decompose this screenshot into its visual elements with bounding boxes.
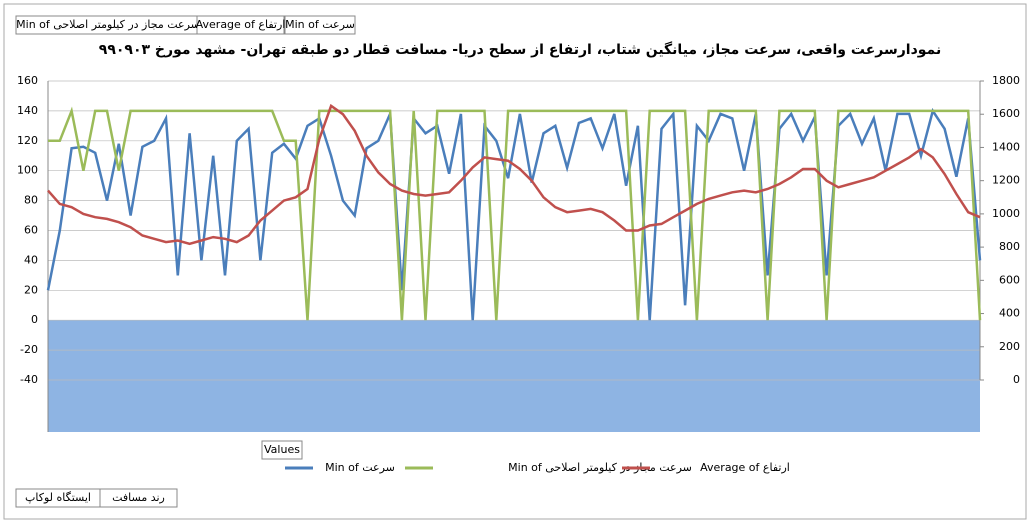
y-tick-label: 80 (24, 194, 38, 207)
y-tick-label: -20 (20, 343, 38, 356)
y-tick-label: 120 (17, 134, 38, 147)
y-tick-label: 40 (24, 253, 38, 266)
frame (3, 3, 1027, 520)
axis-button[interactable] (15, 488, 101, 508)
y2-tick-label: 1400 (992, 140, 1020, 153)
filter-button[interactable] (284, 15, 356, 35)
filter-button-label[interactable]: Min of سرعت مجاز در کیلومتر اصلاحی (16, 18, 200, 31)
series-line (48, 106, 982, 321)
y2-tick-label: 600 (999, 273, 1020, 286)
y-tick-label: 0 (31, 313, 38, 326)
y-tick-label: 160 (17, 74, 38, 87)
filter-button-label[interactable]: Average of ارتفاع (196, 18, 286, 31)
chart-title: نمودارسرعت واقعی، سرعت مجاز، میانگین شتا… (99, 41, 941, 58)
axis-button-label[interactable]: رند مسافت (112, 491, 165, 504)
axis-button-label[interactable]: ایستگاه لوکاپ (25, 491, 91, 504)
y-tick-label: 60 (24, 224, 38, 237)
y-tick-label: 20 (24, 283, 38, 296)
filter-button[interactable] (196, 15, 285, 35)
y-tick-label: 140 (17, 104, 38, 117)
y2-tick-label: 800 (999, 240, 1020, 253)
y-tick-label: 100 (17, 164, 38, 177)
y2-tick-label: 1000 (992, 207, 1020, 220)
series-line (47, 103, 981, 246)
filter-button-label[interactable]: Min of سرعت (285, 18, 355, 31)
category-area (48, 320, 980, 432)
legend-label: Min of سرعت (325, 461, 395, 474)
y2-tick-label: 1600 (992, 107, 1020, 120)
values-button-label[interactable]: Values (264, 443, 300, 456)
y2-tick-label: 200 (999, 340, 1020, 353)
legend-label: Min of سرعت مجاز در کیلومتر اصلاحی (508, 461, 692, 474)
y2-tick-label: 400 (999, 307, 1020, 320)
series-line (46, 107, 982, 321)
y-tick-label: -40 (20, 373, 38, 386)
y2-tick-label: 1200 (992, 174, 1020, 187)
legend-label: Average of ارتفاع (700, 461, 790, 474)
y2-tick-label: 0 (1013, 373, 1020, 386)
values-button[interactable] (261, 440, 303, 460)
y2-tick-label: 1800 (992, 74, 1020, 87)
